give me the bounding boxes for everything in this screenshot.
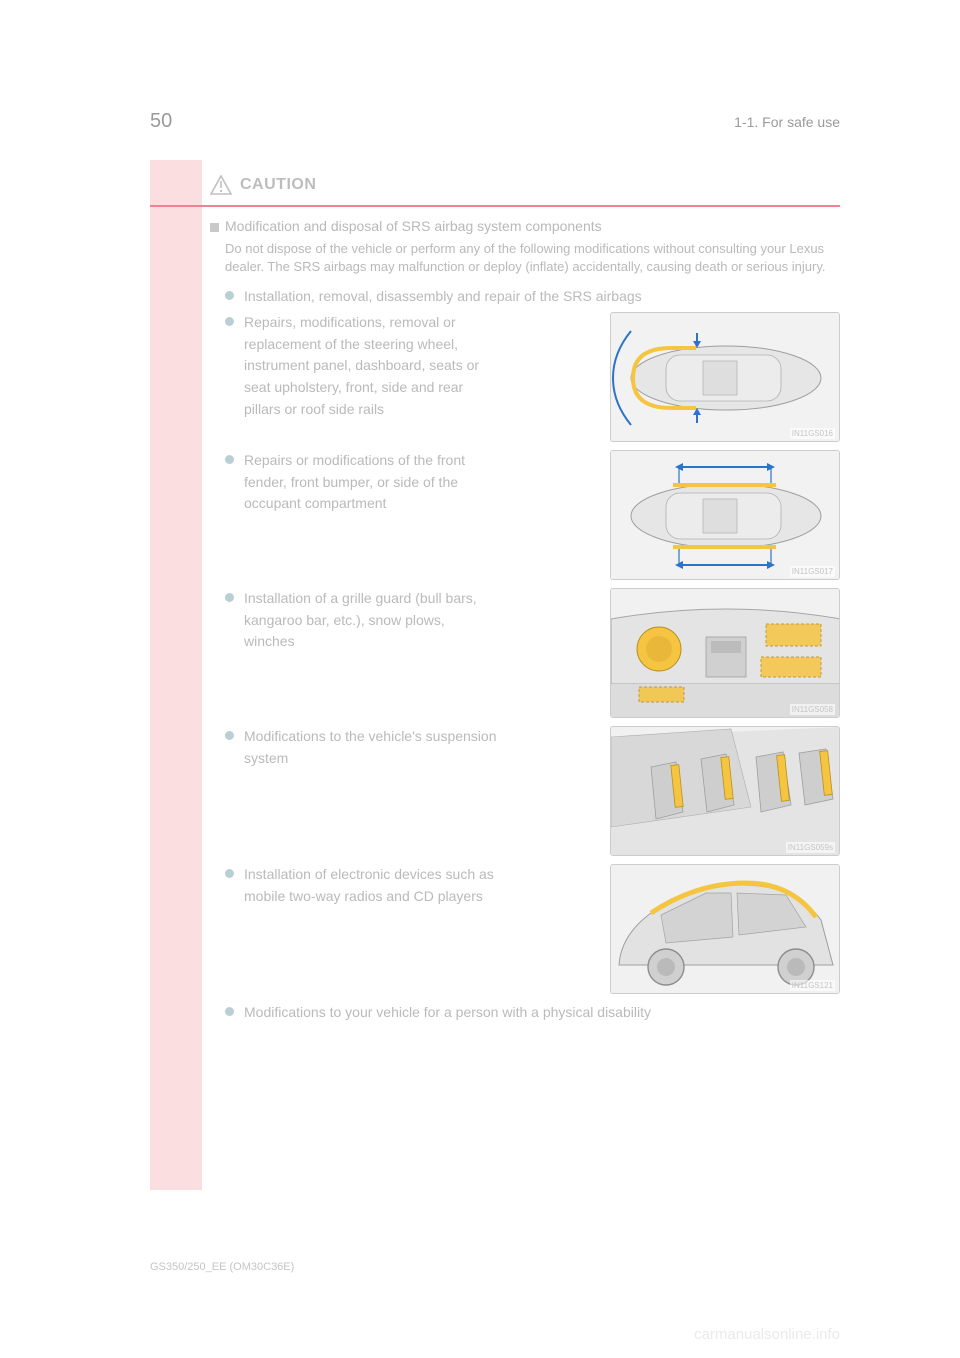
round-bullet-icon	[225, 291, 234, 300]
figure-code: IN11GS121	[790, 980, 835, 991]
round-bullet-icon	[225, 1007, 234, 1016]
page-header: 50 1-1. For safe use	[150, 110, 840, 133]
item-list: Installation, removal, disassembly and r…	[225, 286, 840, 1023]
figure-code: IN11GS059s	[786, 842, 835, 853]
round-bullet-icon	[225, 455, 234, 464]
dashboard-diagram: IN11GS058	[610, 588, 840, 718]
list-item: Repairs or modifications of the front fe…	[225, 450, 840, 580]
watermark: carmanualsonline.info	[694, 1326, 840, 1343]
round-bullet-icon	[225, 593, 234, 602]
side-profile-curtain-diagram: IN11GS121	[610, 864, 840, 994]
car-diagram-top-side: IN11GS017	[610, 450, 840, 580]
item-text: Installation of electronic devices such …	[244, 864, 499, 907]
round-bullet-icon	[225, 869, 234, 878]
list-item: Installation, removal, disassembly and r…	[225, 286, 840, 308]
item-figure: IN11GS059s	[509, 726, 840, 856]
item-figure: IN11GS058	[509, 588, 840, 718]
document-code: GS350/250_EE (OM30C36E)	[150, 1261, 294, 1273]
figure-code: IN11GS017	[790, 566, 835, 577]
round-bullet-icon	[225, 731, 234, 740]
list-item: Modifications to your vehicle for a pers…	[225, 1002, 840, 1024]
square-bullet-icon	[210, 223, 219, 232]
section-color-bar	[150, 160, 202, 1190]
content-area: Modification and disposal of SRS airbag …	[210, 218, 840, 1032]
warning-triangle-icon	[210, 175, 232, 195]
list-item: Installation of electronic devices such …	[225, 864, 840, 994]
divider-rule	[150, 205, 840, 207]
manual-page: 50 1-1. For safe use CAUTION Modificatio…	[0, 0, 960, 1358]
list-item: Modifications to the vehicle's suspensio…	[225, 726, 840, 856]
item-figure: IN11GS017	[509, 450, 840, 580]
list-item: Installation of a grille guard (bull bar…	[225, 588, 840, 718]
item-text: Repairs or modifications of the front fe…	[244, 450, 499, 515]
item-figure: IN11GS121	[509, 864, 840, 994]
item-text: Modifications to the vehicle's suspensio…	[244, 726, 499, 769]
item-text: Installation, removal, disassembly and r…	[244, 286, 840, 308]
section-title: 1-1. For safe use	[734, 114, 840, 130]
interior-seats-diagram: IN11GS059s	[610, 726, 840, 856]
figure-code: IN11GS016	[790, 428, 835, 439]
item-figure: IN11GS016	[509, 312, 840, 442]
subsection-heading: Modification and disposal of SRS airbag …	[210, 218, 840, 234]
subsection-intro: Do not dispose of the vehicle or perform…	[225, 240, 840, 276]
item-text: Repairs, modifications, removal or repla…	[244, 312, 499, 420]
caution-label: CAUTION	[240, 176, 316, 194]
figure-code: IN11GS058	[790, 704, 835, 715]
round-bullet-icon	[225, 317, 234, 326]
list-item: Repairs, modifications, removal or repla…	[225, 312, 840, 442]
subsection-title: Modification and disposal of SRS airbag …	[225, 218, 602, 234]
page-number: 50	[150, 110, 172, 133]
item-text: Modifications to your vehicle for a pers…	[244, 1002, 840, 1024]
car-diagram-top-front: IN11GS016	[610, 312, 840, 442]
caution-header: CAUTION	[210, 175, 840, 201]
item-text: Installation of a grille guard (bull bar…	[244, 588, 499, 653]
